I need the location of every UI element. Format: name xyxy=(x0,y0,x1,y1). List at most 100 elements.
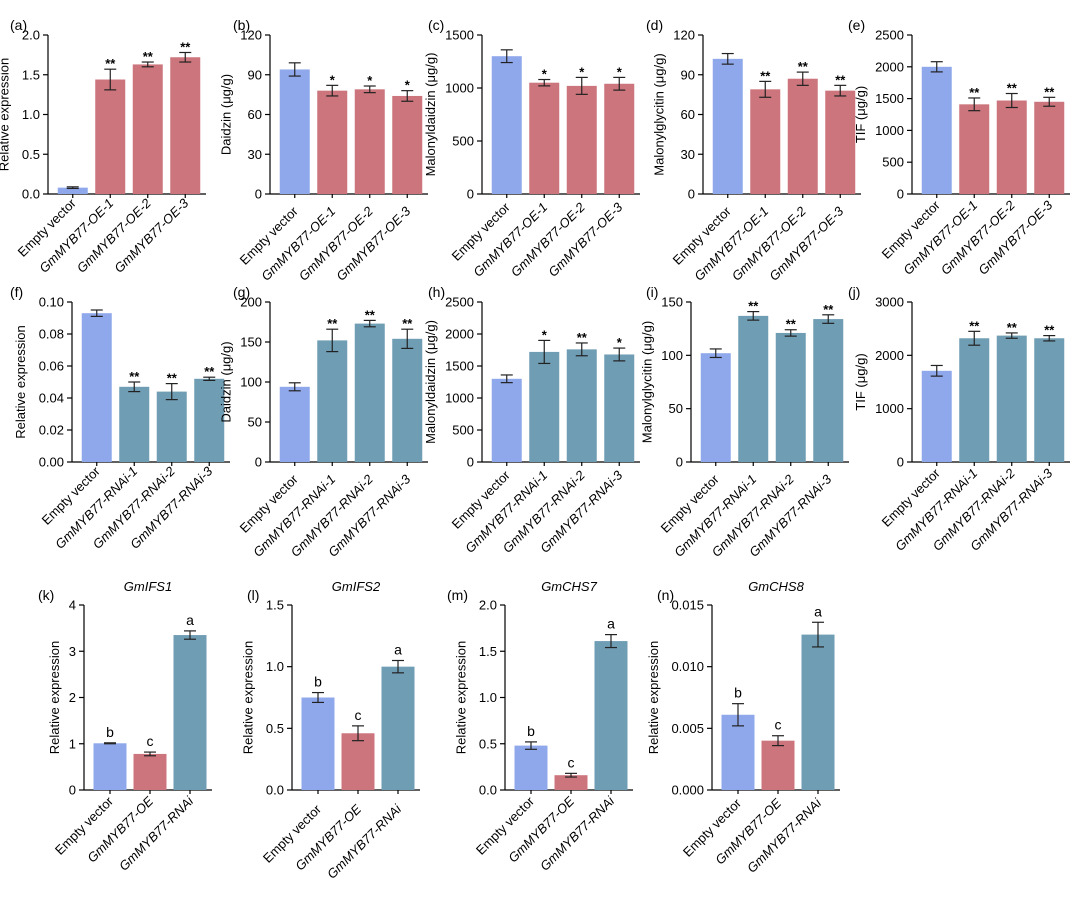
significance-label: b xyxy=(734,685,742,701)
significance-label: ** xyxy=(1007,81,1018,96)
bar-3 xyxy=(996,335,1027,462)
y-tick-label: 1.5 xyxy=(479,644,497,659)
panel-label: (f) xyxy=(10,284,23,300)
significance-label: ** xyxy=(577,330,588,345)
panel-label: (h) xyxy=(428,284,445,300)
bar-3 xyxy=(566,349,597,462)
bar-3 xyxy=(594,641,628,790)
significance-label: ** xyxy=(143,49,154,64)
bar-4 xyxy=(194,378,225,462)
bar-4 xyxy=(813,319,844,462)
panel-label: (l) xyxy=(247,587,259,603)
significance-label: ** xyxy=(105,56,116,71)
significance-label: ** xyxy=(969,85,980,100)
y-tick-label: 60 xyxy=(681,107,695,122)
y-tick-label: 0.5 xyxy=(266,721,284,736)
y-tick-label: 2000 xyxy=(445,327,474,342)
bar-1 xyxy=(491,378,522,462)
y-tick-label: 0.010 xyxy=(671,659,704,674)
significance-label: ** xyxy=(823,302,834,317)
bar-2 xyxy=(95,79,126,194)
significance-label: ** xyxy=(365,307,376,322)
bar-1 xyxy=(721,714,755,790)
significance-label: c xyxy=(355,707,362,723)
panel-label: (n) xyxy=(657,587,674,603)
bar-2 xyxy=(959,338,990,462)
y-tick-label: 1000 xyxy=(875,401,904,416)
bar-1 xyxy=(279,386,310,462)
y-tick-label: 2500 xyxy=(445,295,474,310)
panel-label: (m) xyxy=(447,587,468,603)
significance-label: a xyxy=(186,612,194,628)
y-tick-label: 0.5 xyxy=(479,736,497,751)
significance-label: ** xyxy=(180,39,191,54)
y-tick-label: 1000 xyxy=(445,391,474,406)
panel-h: (h) 0 500 1000 1500 2000 2500 Malonyldaidzin (μ… xyxy=(423,284,640,556)
bar-1 xyxy=(921,370,952,462)
bar-2 xyxy=(119,386,150,462)
x-tick-label: GmMYB77-RNAi xyxy=(744,795,825,876)
panel-label: (g) xyxy=(233,284,250,300)
significance-label: a xyxy=(394,642,402,658)
bar-1 xyxy=(301,697,335,790)
panel-label: (j) xyxy=(848,284,860,300)
y-tick-label: 0.04 xyxy=(39,391,64,406)
significance-label: * xyxy=(542,327,548,342)
y-axis-label: Malonylglycitin (μg/g) xyxy=(639,321,654,443)
y-tick-label: 0.015 xyxy=(671,598,704,613)
y-axis-label: TIF (μg/g) xyxy=(853,86,868,143)
bar-3 xyxy=(354,89,385,194)
y-tick-label: 0 xyxy=(255,455,262,470)
chart-title: GmIFS1 xyxy=(124,579,172,594)
bar-3 xyxy=(775,332,806,462)
bar-4 xyxy=(825,90,856,194)
panel-label: (b) xyxy=(233,17,250,33)
bar-4 xyxy=(392,338,423,462)
significance-label: b xyxy=(106,724,114,740)
y-tick-label: 0 xyxy=(897,455,904,470)
bar-2 xyxy=(761,740,795,790)
bar-2 xyxy=(738,315,769,462)
y-tick-label: 2000 xyxy=(875,348,904,363)
bar-1 xyxy=(57,187,88,194)
significance-label: ** xyxy=(1044,84,1055,99)
y-tick-label: 0.00 xyxy=(39,455,64,470)
y-tick-label: 500 xyxy=(452,423,474,438)
y-tick-label: 120 xyxy=(240,28,262,43)
panel-label: (c) xyxy=(428,17,444,33)
bar-4 xyxy=(170,57,201,195)
bar-3 xyxy=(354,323,385,462)
significance-label: * xyxy=(617,64,623,79)
y-axis-label: Relative expression xyxy=(13,325,28,438)
y-tick-label: 2000 xyxy=(875,59,904,74)
chart-title: GmCHS8 xyxy=(748,579,804,594)
y-tick-label: 1500 xyxy=(875,91,904,106)
significance-label: * xyxy=(367,73,373,88)
y-tick-label: 100 xyxy=(240,375,262,390)
significance-label: a xyxy=(607,616,615,632)
bar-3 xyxy=(156,391,187,462)
bar-2 xyxy=(529,351,560,462)
significance-label: c xyxy=(775,717,782,733)
y-tick-label: 3000 xyxy=(875,295,904,310)
bar-3 xyxy=(381,666,415,790)
y-tick-label: 1000 xyxy=(875,123,904,138)
y-axis-label: Relative expression xyxy=(646,641,661,754)
bar-3 xyxy=(787,78,818,194)
bar-1 xyxy=(491,56,522,195)
bar-3 xyxy=(801,634,835,790)
panel-label: (a) xyxy=(10,17,27,33)
y-tick-label: 0 xyxy=(467,187,474,202)
significance-label: ** xyxy=(167,371,178,386)
bar-2 xyxy=(529,82,560,194)
y-axis-label: Malonyldaidzin (μg/g) xyxy=(423,53,438,177)
y-tick-label: 200 xyxy=(240,295,262,310)
significance-label: * xyxy=(617,335,623,350)
y-tick-label: 120 xyxy=(673,28,695,43)
panel-label: (k) xyxy=(38,587,54,603)
